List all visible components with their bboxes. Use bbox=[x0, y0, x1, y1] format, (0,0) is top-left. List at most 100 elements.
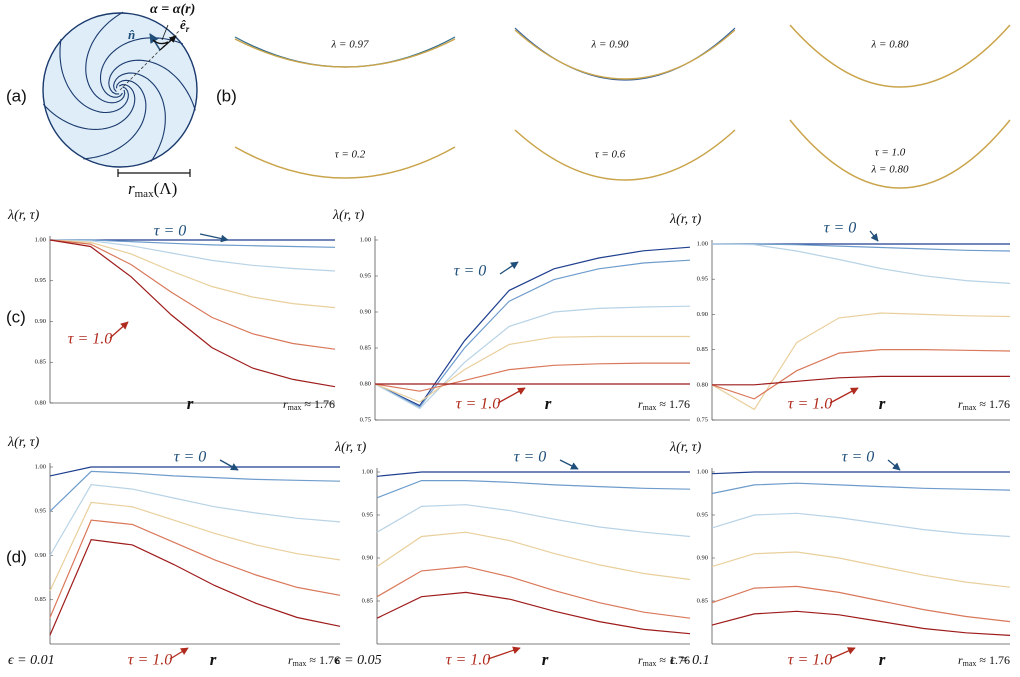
annotation-arrow bbox=[559, 459, 579, 470]
shape-curve bbox=[789, 24, 1011, 88]
y-tick-label: 1.00 bbox=[362, 468, 373, 475]
curve bbox=[711, 585, 1011, 623]
rmax-base: r bbox=[283, 397, 288, 411]
rmax-label: rmax ≈ 1.76 bbox=[958, 653, 1010, 668]
shape-label: τ = 0.6 bbox=[595, 149, 626, 161]
curve bbox=[49, 501, 341, 592]
curve bbox=[376, 480, 691, 499]
y-axis-label: λ(r, τ) bbox=[7, 435, 40, 450]
panel-label: (d) bbox=[6, 547, 27, 566]
rmax-sub: max bbox=[135, 188, 154, 200]
rmax-base: r bbox=[638, 653, 643, 667]
annotation-arrow bbox=[869, 230, 879, 242]
curve bbox=[711, 482, 1011, 495]
curve bbox=[376, 565, 691, 619]
annotation: τ = 1.0 bbox=[446, 652, 491, 669]
rmax-sub: max bbox=[293, 659, 307, 668]
rmax-base: r bbox=[958, 653, 963, 667]
curve bbox=[49, 239, 336, 309]
spiral-arm bbox=[108, 59, 196, 111]
y-axis-label: λ(r, τ) bbox=[334, 440, 367, 455]
curve bbox=[711, 349, 1011, 400]
rmax-label: rmax ≈ 1.76 bbox=[638, 653, 690, 668]
angle-pointer bbox=[161, 24, 169, 41]
y-tick-label: 1.00 bbox=[35, 236, 46, 243]
rmax-value: ≈ 1.76 bbox=[656, 397, 690, 411]
rmax-sub: max bbox=[963, 403, 977, 412]
shape-curve bbox=[514, 29, 736, 80]
curve bbox=[49, 239, 336, 350]
curve bbox=[374, 259, 691, 408]
annotation-arrow bbox=[829, 647, 856, 660]
curve bbox=[49, 239, 336, 388]
shape-label: λ = 0.90 bbox=[591, 39, 629, 51]
rmax-value: ≈ 1.76 bbox=[656, 653, 690, 667]
curve bbox=[376, 471, 690, 477]
chart: 0.850.900.951.00λ(r, τ)r rmax ≈ 1.76ϵ = 0… bbox=[669, 440, 1011, 669]
x-axis-label: r bbox=[187, 394, 194, 413]
y-tick-label: 1.00 bbox=[360, 236, 371, 243]
annotation: τ = 0 bbox=[842, 449, 875, 466]
spiral-arm bbox=[83, 79, 147, 160]
x-axis-label: r bbox=[210, 650, 217, 669]
curve bbox=[376, 531, 691, 581]
rmax-label: rmax ≈ 1.76 bbox=[288, 653, 340, 668]
annotation: τ = 1.0 bbox=[456, 396, 501, 413]
annotation-arrow bbox=[487, 646, 521, 660]
panel-label: (c) bbox=[6, 307, 26, 326]
y-tick-label: 1.00 bbox=[697, 240, 708, 247]
curve bbox=[711, 312, 1011, 411]
y-axis-label: λ(r, τ) bbox=[332, 208, 365, 223]
curve bbox=[711, 610, 1011, 636]
annotation: τ = 1.0 bbox=[128, 652, 173, 669]
e-label: êr bbox=[180, 17, 190, 34]
shape-curve bbox=[514, 27, 736, 81]
y-tick-label: 0.95 bbox=[35, 508, 46, 515]
curve bbox=[374, 246, 691, 407]
y-tick-label: 0.85 bbox=[362, 597, 373, 604]
angle-arc bbox=[152, 39, 169, 45]
shape-label: τ = 0.2 bbox=[335, 149, 366, 161]
rmax-sub: max bbox=[963, 659, 977, 668]
epsilon-label: ϵ = 0.1 bbox=[670, 653, 710, 668]
y-tick-label: 0.90 bbox=[35, 552, 46, 559]
annotation: τ = 0 bbox=[174, 449, 207, 466]
y-tick-label: 0.85 bbox=[697, 346, 708, 353]
annotation: τ = 0 bbox=[514, 449, 547, 466]
curve bbox=[711, 551, 1011, 588]
y-tick-label: 0.85 bbox=[35, 596, 46, 603]
curve bbox=[376, 504, 691, 538]
panel-label: (a) bbox=[6, 86, 27, 105]
curve bbox=[712, 243, 1011, 252]
annotation-arrow bbox=[887, 459, 901, 471]
shape-curve bbox=[234, 146, 456, 179]
rmax-value: ≈ 1.76 bbox=[301, 397, 335, 411]
rmax-arg: (Λ) bbox=[154, 179, 178, 198]
y-tick-label: 1.00 bbox=[697, 468, 708, 475]
annotation: τ = 1.0 bbox=[788, 652, 833, 669]
annotation-arrow bbox=[219, 459, 239, 471]
chart: 0.800.850.900.951.00λ(r, τ)r rmax ≈ 1.76τ… bbox=[7, 208, 336, 413]
rmax-sub: max bbox=[643, 403, 657, 412]
annotation: τ = 0 bbox=[154, 223, 187, 240]
curve bbox=[49, 239, 336, 272]
spiral-arm bbox=[42, 84, 136, 130]
y-axis-label: λ(r, τ) bbox=[669, 440, 702, 455]
rmax-label: rmax ≈ 1.76 bbox=[283, 397, 335, 412]
rmax-value: ≈ 1.76 bbox=[976, 653, 1010, 667]
annotation-arrow bbox=[829, 387, 859, 404]
annotation: τ = 1.0 bbox=[788, 396, 833, 413]
n-label: n̂ bbox=[128, 27, 135, 42]
shape-curve bbox=[514, 129, 736, 181]
radial-arrow bbox=[159, 35, 177, 51]
chart: 0.750.800.850.900.951.00λ(r, τ)r rmax ≈ 1… bbox=[332, 208, 691, 423]
y-tick-label: 0.95 bbox=[35, 277, 46, 284]
y-tick-label: 0.95 bbox=[362, 511, 373, 518]
curve bbox=[50, 239, 336, 248]
e-sub: r bbox=[186, 24, 190, 34]
annotation-arrow bbox=[109, 321, 129, 339]
y-tick-label: 0.80 bbox=[697, 381, 708, 388]
y-tick-label: 0.75 bbox=[360, 416, 371, 423]
y-tick-label: 0.80 bbox=[360, 380, 371, 387]
y-tick-label: 0.90 bbox=[35, 318, 46, 325]
